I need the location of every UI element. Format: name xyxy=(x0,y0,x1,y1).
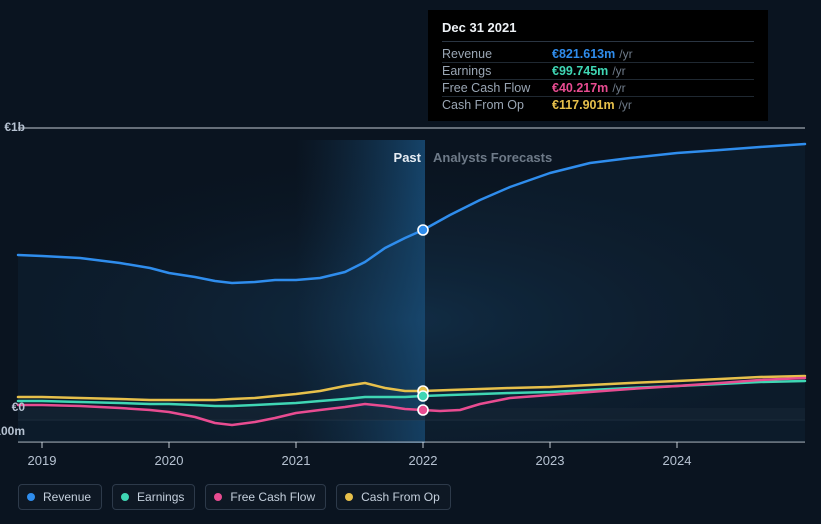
chart-tooltip: Dec 31 2021 Revenue€821.613m/yrEarnings€… xyxy=(428,10,768,121)
legend-item-label: Cash From Op xyxy=(361,490,440,504)
chart-legend: Revenue Earnings Free Cash Flow Cash From O… xyxy=(18,484,451,510)
tooltip-row-value: €117.901m xyxy=(552,98,615,112)
past-region-label: Past xyxy=(394,150,421,165)
legend-item-revenue[interactable]: Revenue xyxy=(18,484,102,510)
tooltip-row-value: €821.613m xyxy=(552,47,615,61)
tooltip-row: Earnings€99.745m/yr xyxy=(442,63,754,80)
legend-item-label: Revenue xyxy=(43,490,91,504)
forecast-region-label: Analysts Forecasts xyxy=(433,150,552,165)
tooltip-row-label: Revenue xyxy=(442,47,552,61)
legend-item-earnings[interactable]: Earnings xyxy=(112,484,195,510)
tooltip-row-label: Cash From Op xyxy=(442,98,552,112)
financials-chart: Past Analysts Forecasts Dec 31 2021 Reve… xyxy=(0,0,821,524)
legend-dot-icon xyxy=(214,493,222,501)
y-axis-label: €1b xyxy=(0,120,25,134)
x-axis-label: 2023 xyxy=(520,453,580,468)
legend-item-free-cash-flow[interactable]: Free Cash Flow xyxy=(205,484,326,510)
legend-dot-icon xyxy=(121,493,129,501)
y-axis-label: -€100m xyxy=(0,424,25,438)
x-axis-label: 2024 xyxy=(647,453,707,468)
tooltip-row-label: Earnings xyxy=(442,64,552,78)
legend-item-label: Earnings xyxy=(137,490,184,504)
tooltip-row-unit: /yr xyxy=(612,64,625,78)
legend-dot-icon xyxy=(27,493,35,501)
tooltip-date: Dec 31 2021 xyxy=(442,20,754,42)
tooltip-row: Free Cash Flow€40.217m/yr xyxy=(442,80,754,97)
tooltip-row-value: €40.217m xyxy=(552,81,608,95)
tooltip-row-value: €99.745m xyxy=(552,64,608,78)
tooltip-row-unit: /yr xyxy=(619,98,632,112)
tooltip-row: Cash From Op€117.901m/yr xyxy=(442,97,754,113)
tooltip-row: Revenue€821.613m/yr xyxy=(442,46,754,63)
y-axis-label: €0 xyxy=(0,400,25,414)
legend-item-label: Free Cash Flow xyxy=(230,490,315,504)
x-axis-label: 2022 xyxy=(393,453,453,468)
tooltip-row-label: Free Cash Flow xyxy=(442,81,552,95)
tooltip-row-unit: /yr xyxy=(619,47,632,61)
x-axis-label: 2020 xyxy=(139,453,199,468)
x-axis-label: 2019 xyxy=(12,453,72,468)
legend-item-cash-from-op[interactable]: Cash From Op xyxy=(336,484,451,510)
legend-dot-icon xyxy=(345,493,353,501)
tooltip-row-unit: /yr xyxy=(612,81,625,95)
x-axis-label: 2021 xyxy=(266,453,326,468)
